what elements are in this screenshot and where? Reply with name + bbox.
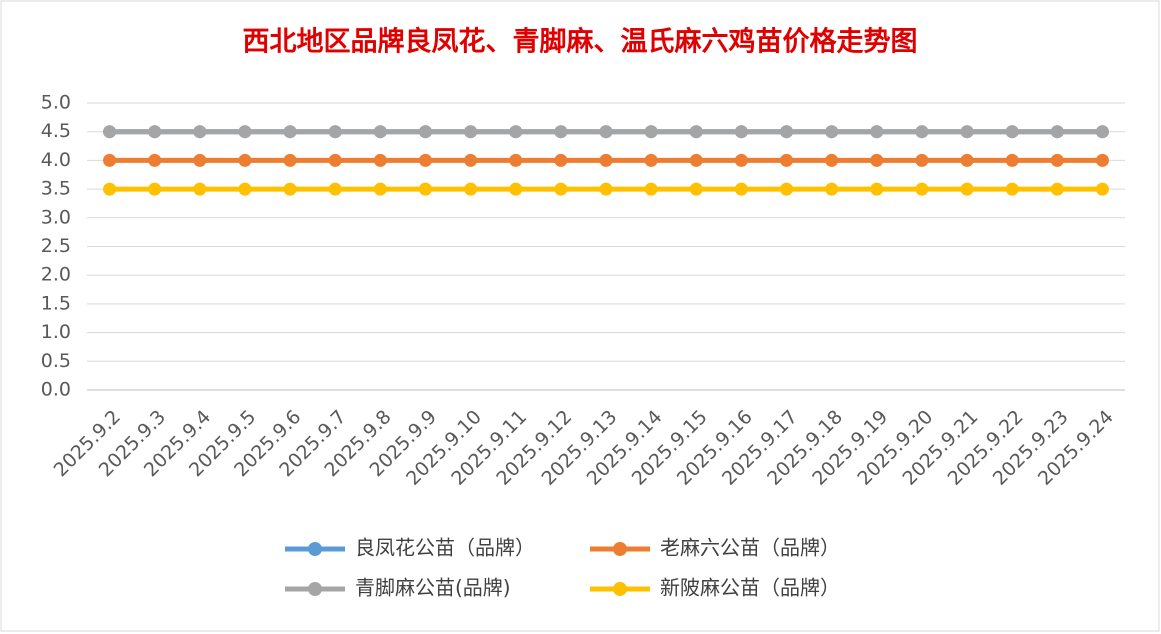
point <box>734 182 748 196</box>
point <box>373 153 387 167</box>
point <box>554 125 568 139</box>
y-tick-label: 4.5 <box>41 120 71 142</box>
point <box>1095 125 1109 139</box>
point <box>238 125 252 139</box>
point <box>509 182 523 196</box>
point <box>825 182 839 196</box>
legend-marker <box>308 582 322 596</box>
point <box>373 125 387 139</box>
point <box>418 153 432 167</box>
y-tick-label: 2.0 <box>41 264 71 286</box>
point <box>960 182 974 196</box>
legend-label: 老麻六公苗（品牌） <box>660 536 840 560</box>
point <box>103 153 117 167</box>
point <box>689 182 703 196</box>
point <box>193 182 207 196</box>
point <box>1050 153 1064 167</box>
point <box>1050 125 1064 139</box>
point <box>464 182 478 196</box>
point <box>689 153 703 167</box>
legend-marker <box>308 542 322 556</box>
point <box>148 182 162 196</box>
y-tick-label: 3.0 <box>41 206 71 228</box>
point <box>915 153 929 167</box>
point <box>780 182 794 196</box>
point <box>1095 182 1109 196</box>
point <box>825 125 839 139</box>
point <box>960 153 974 167</box>
y-tick-label: 4.0 <box>41 149 71 171</box>
legend-label: 良凤花公苗（品牌） <box>355 536 535 560</box>
point <box>870 153 884 167</box>
y-tick-label: 0.0 <box>41 379 71 401</box>
point <box>644 153 658 167</box>
point <box>509 153 523 167</box>
point <box>1005 182 1019 196</box>
point <box>328 182 342 196</box>
point <box>418 182 432 196</box>
point <box>599 125 613 139</box>
point <box>915 125 929 139</box>
point <box>464 153 478 167</box>
point <box>464 125 478 139</box>
point <box>193 125 207 139</box>
point <box>1005 153 1019 167</box>
point <box>780 125 794 139</box>
point <box>915 182 929 196</box>
point <box>283 153 297 167</box>
point <box>734 125 748 139</box>
point <box>193 153 207 167</box>
point <box>960 125 974 139</box>
point <box>103 125 117 139</box>
y-tick-label: 3.5 <box>41 178 71 200</box>
point <box>599 182 613 196</box>
point <box>328 125 342 139</box>
point <box>870 182 884 196</box>
point <box>328 153 342 167</box>
legend-marker <box>613 542 627 556</box>
point <box>825 153 839 167</box>
point <box>870 125 884 139</box>
legend-label: 青脚麻公苗(品牌) <box>355 576 511 600</box>
y-tick-label: 1.5 <box>41 292 71 314</box>
y-tick-label: 0.5 <box>41 350 71 372</box>
point <box>238 182 252 196</box>
point <box>734 153 748 167</box>
point <box>148 153 162 167</box>
point <box>644 182 658 196</box>
point <box>554 153 568 167</box>
y-tick-label: 2.5 <box>41 235 71 257</box>
point <box>1050 182 1064 196</box>
point <box>103 182 117 196</box>
point <box>1095 153 1109 167</box>
point <box>599 153 613 167</box>
point <box>238 153 252 167</box>
point <box>644 125 658 139</box>
point <box>373 182 387 196</box>
y-tick-label: 1.0 <box>41 321 71 343</box>
point <box>418 125 432 139</box>
point <box>148 125 162 139</box>
point <box>689 125 703 139</box>
chart-title: 西北地区品牌良凤花、青脚麻、温氏麻六鸡苗价格走势图 <box>243 26 918 58</box>
point <box>509 125 523 139</box>
y-tick-label: 5.0 <box>41 92 71 114</box>
legend-label: 新陂麻公苗（品牌） <box>660 576 840 600</box>
point <box>554 182 568 196</box>
point <box>283 125 297 139</box>
point <box>283 182 297 196</box>
legend-marker <box>613 582 627 596</box>
point <box>780 153 794 167</box>
point <box>1005 125 1019 139</box>
